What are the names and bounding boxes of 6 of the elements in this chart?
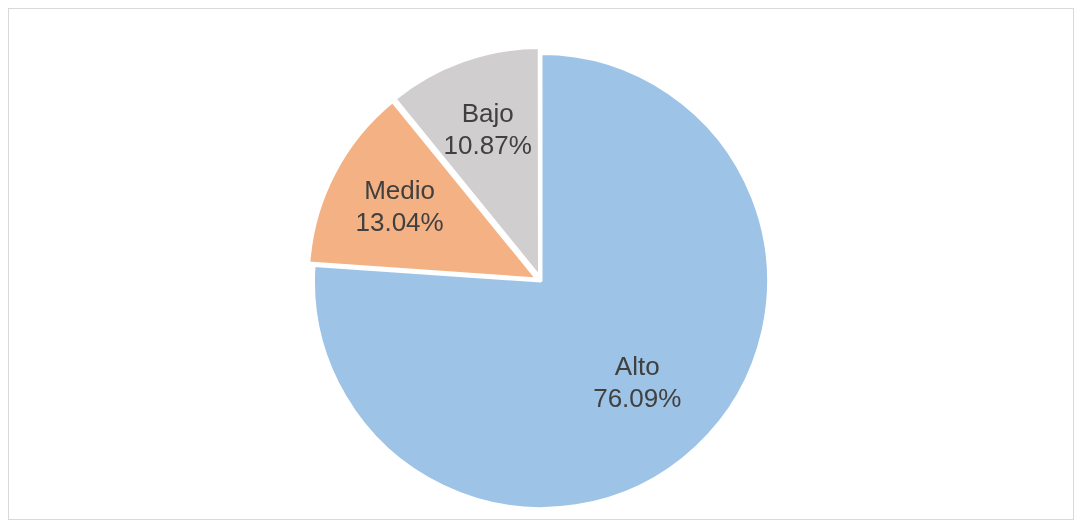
slice-label: Alto: [614, 351, 660, 382]
data-label: 76.09%: [593, 383, 682, 414]
slice-label: Medio: [364, 174, 436, 205]
data-label: 10.87%: [443, 130, 532, 161]
slice-label: Bajo: [461, 98, 514, 129]
data-label: 13.04%: [355, 206, 444, 237]
